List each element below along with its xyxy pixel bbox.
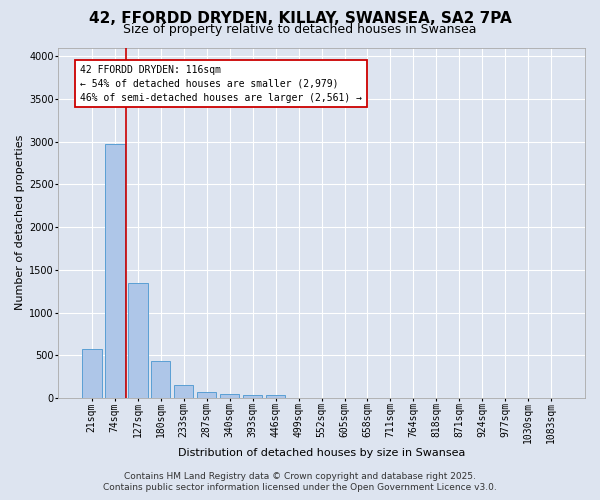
Text: 42 FFORDD DRYDEN: 116sqm
← 54% of detached houses are smaller (2,979)
46% of sem: 42 FFORDD DRYDEN: 116sqm ← 54% of detach… — [80, 64, 362, 102]
Bar — [128, 284, 148, 398]
Text: Size of property relative to detached houses in Swansea: Size of property relative to detached ho… — [123, 22, 477, 36]
Text: 42, FFORDD DRYDEN, KILLAY, SWANSEA, SA2 7PA: 42, FFORDD DRYDEN, KILLAY, SWANSEA, SA2 … — [89, 11, 511, 26]
Bar — [82, 350, 101, 398]
Bar — [174, 385, 193, 398]
Bar — [197, 392, 217, 398]
Bar — [266, 396, 286, 398]
X-axis label: Distribution of detached houses by size in Swansea: Distribution of detached houses by size … — [178, 448, 465, 458]
Bar — [151, 362, 170, 398]
Y-axis label: Number of detached properties: Number of detached properties — [15, 135, 25, 310]
Bar — [243, 394, 262, 398]
Bar — [220, 394, 239, 398]
Bar — [105, 144, 125, 398]
Text: Contains HM Land Registry data © Crown copyright and database right 2025.
Contai: Contains HM Land Registry data © Crown c… — [103, 472, 497, 492]
